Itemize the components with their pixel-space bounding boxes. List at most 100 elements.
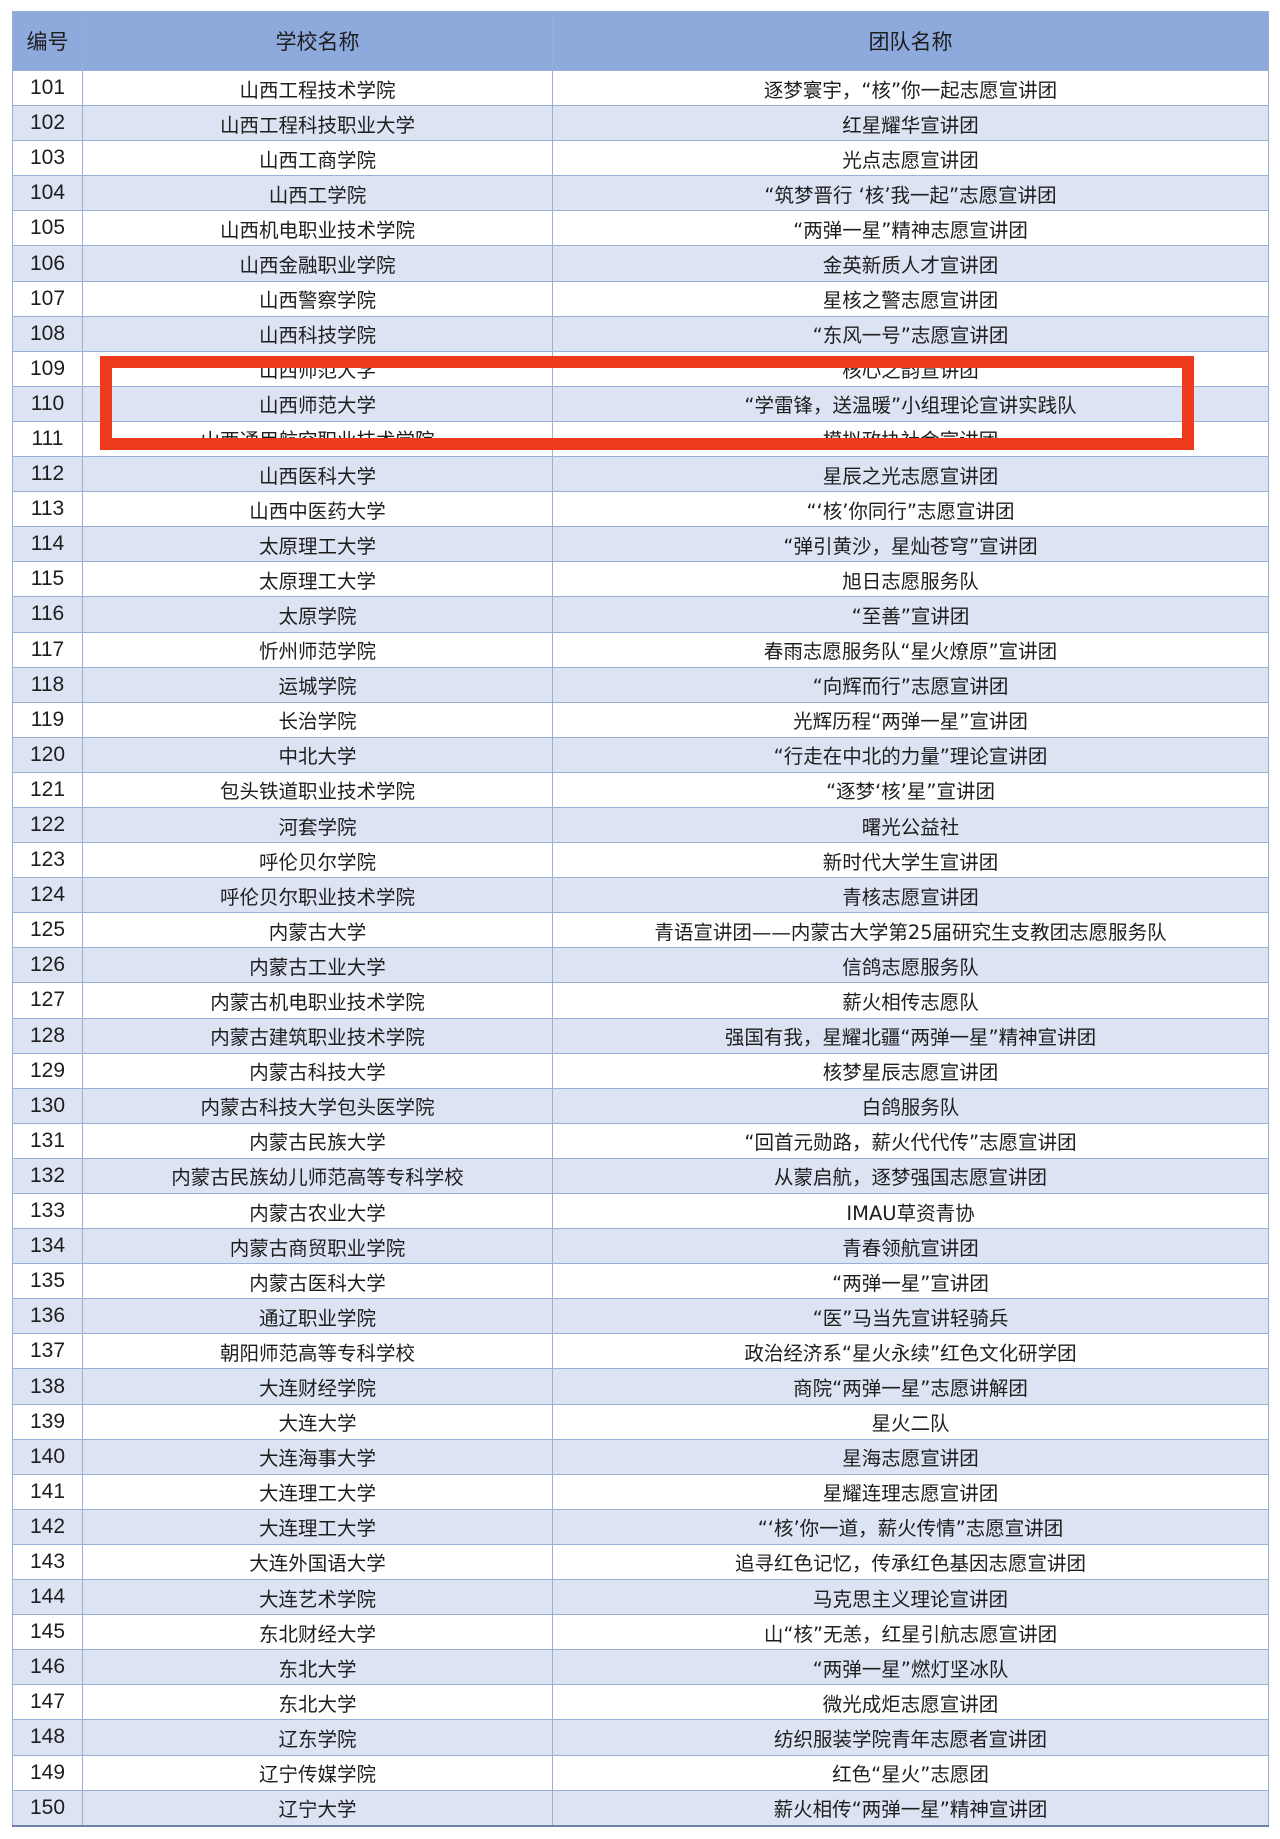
cell-school-name: 山西工程技术学院: [82, 69, 553, 107]
cell-number: 120: [12, 736, 83, 773]
table-row: 126 内蒙古工业大学 信鸽志愿服务队: [12, 947, 1269, 984]
cell-number: 123: [12, 842, 83, 879]
cell-number: 109: [12, 350, 83, 387]
cell-number: 134: [12, 1228, 83, 1265]
cell-team-name: 追寻红色记忆，传承红色基因志愿宣讲团: [552, 1543, 1269, 1581]
table-row: 129 内蒙古科技大学 核梦星辰志愿宣讲团: [12, 1052, 1269, 1089]
table-row: 121 包头铁道职业技术学院 “逐梦‘核’星”宣讲团: [12, 771, 1269, 808]
table-row: 119 长治学院 光辉历程“两弹一星”宣讲团: [12, 701, 1269, 738]
table-row: 112 山西医科大学 星辰之光志愿宣讲团: [12, 456, 1269, 493]
cell-school-name: 内蒙古科技大学: [82, 1052, 553, 1089]
table-row: 135 内蒙古医科大学 “两弹一星”宣讲团: [12, 1263, 1269, 1300]
cell-school-name: 东北大学: [82, 1649, 553, 1686]
cell-number: 142: [12, 1508, 83, 1545]
cell-number: 128: [12, 1017, 83, 1054]
cell-school-name: 大连财经学院: [82, 1368, 553, 1405]
cell-number: 135: [12, 1263, 83, 1300]
cell-team-name: 马克思主义理论宣讲团: [552, 1579, 1269, 1616]
cell-school-name: 长治学院: [82, 701, 553, 738]
cell-team-name: 红星耀华宣讲团: [552, 105, 1269, 142]
table-row: 130 内蒙古科技大学包头医学院 白鸽服务队: [12, 1087, 1269, 1124]
cell-number: 127: [12, 982, 83, 1019]
cell-team-name: 星核之警志愿宣讲团: [552, 280, 1269, 317]
cell-school-name: 山西中医药大学: [82, 491, 553, 528]
cell-team-name: 核梦星辰志愿宣讲团: [552, 1052, 1269, 1089]
cell-number: 125: [12, 912, 83, 949]
table-row: 133 内蒙古农业大学 IMAU草资青协: [12, 1192, 1269, 1230]
table-row: 105 山西机电职业技术学院 “两弹一星”精神志愿宣讲团: [12, 210, 1269, 247]
cell-team-name: 旭日志愿服务队: [552, 561, 1269, 598]
cell-team-name: 商院“两弹一星”志愿讲解团: [552, 1368, 1269, 1405]
table-row: 116 太原学院 “至善”宣讲团: [12, 596, 1269, 633]
cell-school-name: 大连艺术学院: [82, 1579, 553, 1616]
cell-number: 137: [12, 1333, 83, 1370]
cell-team-name: 政治经济系“星火永续”红色文化研学团: [552, 1333, 1269, 1370]
table-row: 145 东北财经大学 山“核”无恙，红星引航志愿宣讲团: [12, 1614, 1269, 1651]
cell-team-name: 星耀连理志愿宣讲团: [552, 1473, 1269, 1510]
cell-number: 111: [12, 420, 83, 458]
cell-number: 147: [12, 1684, 83, 1721]
cell-school-name: 山西警察学院: [82, 280, 553, 317]
cell-number: 121: [12, 771, 83, 808]
cell-number: 146: [12, 1649, 83, 1686]
cell-number: 143: [12, 1543, 83, 1581]
cell-team-name: 纺织服装学院青年志愿者宣讲团: [552, 1719, 1269, 1756]
table-row: 125 内蒙古大学 青语宣讲团——内蒙古大学第25届研究生支教团志愿服务队: [12, 912, 1269, 949]
table-row: 128 内蒙古建筑职业技术学院 强国有我，星耀北疆“两弹一星”精神宣讲团: [12, 1017, 1269, 1054]
cell-number: 101: [12, 69, 83, 107]
cell-number: 149: [12, 1754, 83, 1791]
cell-number: 150: [12, 1789, 83, 1827]
table-row: 124 呼伦贝尔职业技术学院 青核志愿宣讲团: [12, 877, 1269, 914]
table-row: 144 大连艺术学院 马克思主义理论宣讲团: [12, 1579, 1269, 1616]
team-list-table: 编号 学校名称 团队名称 101 山西工程技术学院 逐梦寰宇，“核”你一起志愿宣讲团…: [12, 11, 1269, 1827]
header-school-name: 学校名称: [82, 11, 553, 71]
cell-school-name: 中北大学: [82, 736, 553, 773]
cell-number: 140: [12, 1438, 83, 1475]
table-row: 132 内蒙古民族幼儿师范高等专科学校 从蒙启航，逐梦强国志愿宣讲团: [12, 1157, 1269, 1195]
cell-school-name: 内蒙古民族大学: [82, 1122, 553, 1159]
table-row: 147 东北大学 微光成炬志愿宣讲团: [12, 1684, 1269, 1721]
cell-team-name: “‘核’你一道，薪火传情”志愿宣讲团: [552, 1508, 1269, 1545]
table-row: 108 山西科技学院 “东风一号”志愿宣讲团: [12, 315, 1269, 352]
cell-number: 113: [12, 491, 83, 528]
cell-team-name: “学雷锋，送温暖”小组理论宣讲实践队: [552, 385, 1269, 422]
cell-school-name: 内蒙古农业大学: [82, 1192, 553, 1230]
cell-team-name: 从蒙启航，逐梦强国志愿宣讲团: [552, 1157, 1269, 1195]
cell-team-name: 强国有我，星耀北疆“两弹一星”精神宣讲团: [552, 1017, 1269, 1054]
cell-team-name: 金英新质人才宣讲团: [552, 245, 1269, 282]
cell-school-name: 太原理工大学: [82, 561, 553, 598]
table-row: 103 山西工商学院 光点志愿宣讲团: [12, 140, 1269, 177]
cell-school-name: 包头铁道职业技术学院: [82, 771, 553, 808]
cell-school-name: 山西科技学院: [82, 315, 553, 352]
cell-school-name: 山西工程科技职业大学: [82, 105, 553, 142]
cell-number: 117: [12, 631, 83, 668]
cell-team-name: “两弹一星”燃灯坚冰队: [552, 1649, 1269, 1686]
cell-school-name: 山西医科大学: [82, 456, 553, 493]
table-row: 123 呼伦贝尔学院 新时代大学生宣讲团: [12, 842, 1269, 879]
cell-school-name: 太原学院: [82, 596, 553, 633]
table-row: 118 运城学院 “向辉而行”志愿宣讲团: [12, 666, 1269, 703]
cell-number: 124: [12, 877, 83, 914]
cell-school-name: 山西金融职业学院: [82, 245, 553, 282]
cell-number: 132: [12, 1157, 83, 1195]
cell-school-name: 大连理工大学: [82, 1508, 553, 1545]
cell-team-name: “医”马当先宣讲轻骑兵: [552, 1298, 1269, 1335]
cell-school-name: 东北大学: [82, 1684, 553, 1721]
cell-school-name: 大连海事大学: [82, 1438, 553, 1475]
table-row: 109 山西师范大学 核心之韵宣讲团: [12, 350, 1269, 387]
cell-school-name: 辽东学院: [82, 1719, 553, 1756]
cell-team-name: “行走在中北的力量”理论宣讲团: [552, 736, 1269, 773]
cell-team-name: 光辉历程“两弹一星”宣讲团: [552, 701, 1269, 738]
table-row: 110 山西师范大学 “学雷锋，送温暖”小组理论宣讲实践队: [12, 385, 1269, 422]
cell-number: 119: [12, 701, 83, 738]
cell-team-name: 星火二队: [552, 1403, 1269, 1440]
table-row: 143 大连外国语大学 追寻红色记忆，传承红色基因志愿宣讲团: [12, 1543, 1269, 1581]
cell-number: 139: [12, 1403, 83, 1440]
cell-number: 130: [12, 1087, 83, 1124]
table-row: 142 大连理工大学 “‘核’你一道，薪火传情”志愿宣讲团: [12, 1508, 1269, 1545]
cell-team-name: 薪火相传志愿队: [552, 982, 1269, 1019]
table-row: 138 大连财经学院 商院“两弹一星”志愿讲解团: [12, 1368, 1269, 1405]
cell-number: 108: [12, 315, 83, 352]
cell-number: 141: [12, 1473, 83, 1510]
table-row: 134 内蒙古商贸职业学院 青春领航宣讲团: [12, 1228, 1269, 1265]
